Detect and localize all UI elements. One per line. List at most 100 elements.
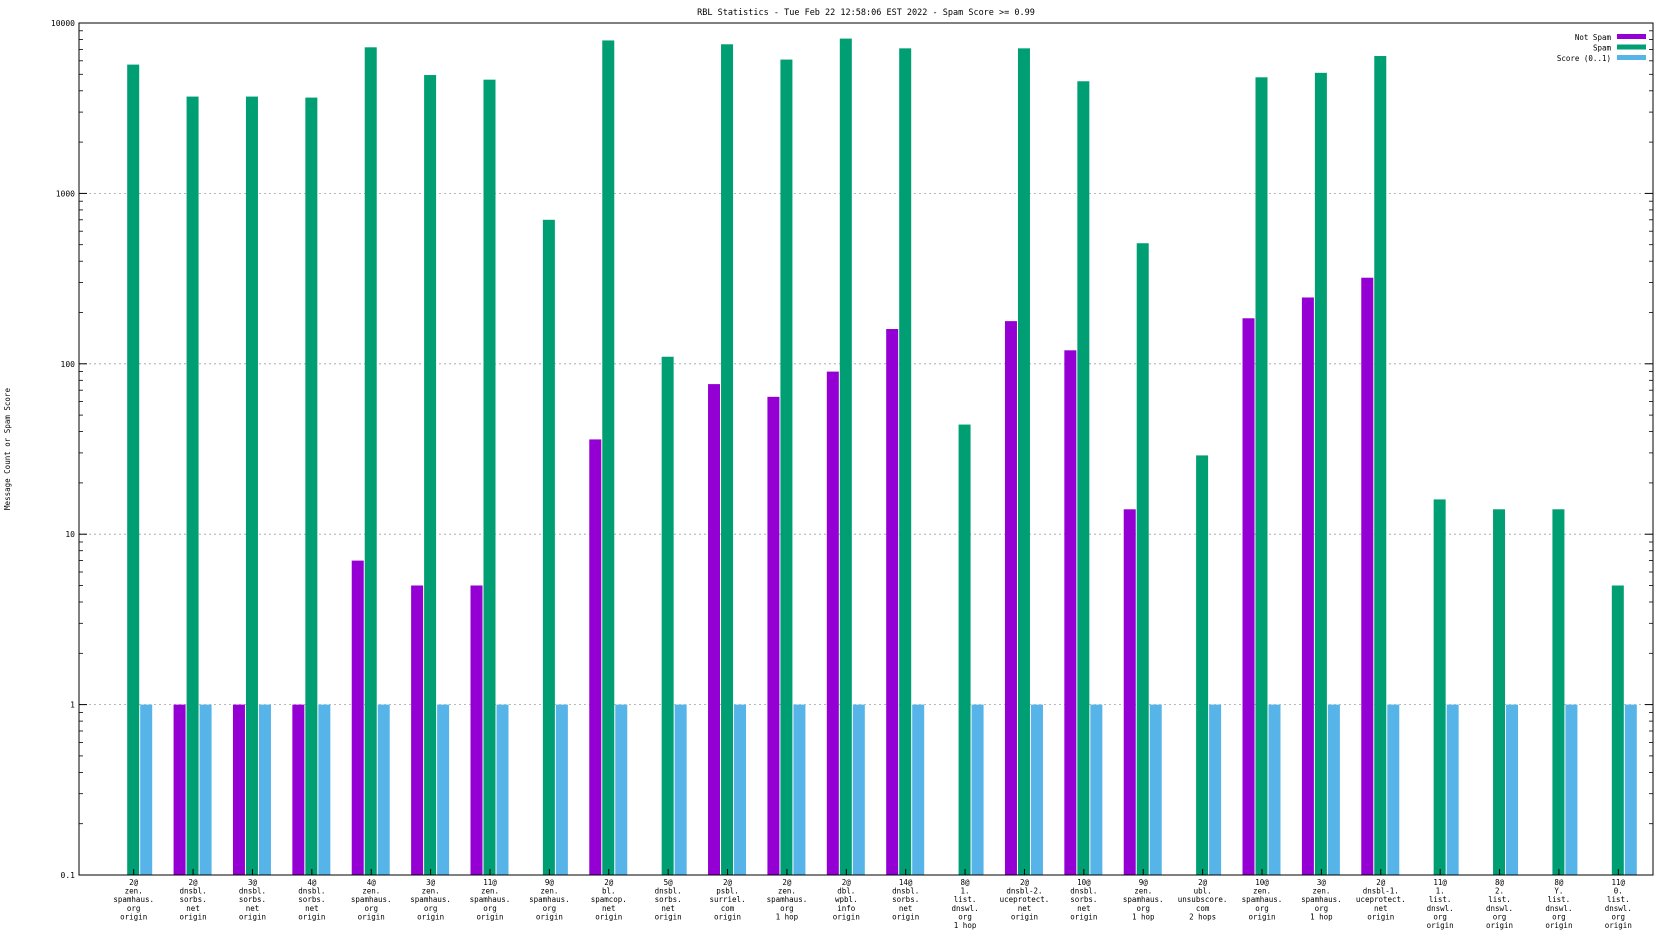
x-tick-label-line: 1 hop <box>776 912 799 921</box>
x-tick-label-line: unsubscore. <box>1178 895 1228 904</box>
bar-score-0-1 <box>1565 704 1578 875</box>
bar-spam <box>364 47 377 875</box>
bars-layer <box>127 38 1637 876</box>
bar-not-spam <box>411 585 424 875</box>
x-tick-label-line: org <box>1315 904 1329 913</box>
x-tick-label-line: origin <box>655 912 682 921</box>
x-tick-label-line: uceprotect. <box>1356 895 1406 904</box>
y-axis-label: Message Count or Spam Score <box>3 388 12 510</box>
x-tick-label-line: 10@ <box>1077 878 1091 887</box>
bar-score-0-1 <box>437 704 450 875</box>
bar-not-spam <box>1361 277 1374 876</box>
bar-score-0-1 <box>674 704 687 875</box>
x-tick-label-line: origin <box>1427 921 1454 930</box>
x-tick-label-line: 11@ <box>483 878 497 887</box>
bar-spam <box>483 79 496 875</box>
bar-spam <box>1255 77 1268 876</box>
bar-score-0-1 <box>258 704 271 875</box>
bar-spam <box>1433 499 1446 875</box>
x-tick-label-line: net <box>305 904 319 913</box>
x-tick-label-line: list. <box>1429 895 1452 904</box>
x-tick-label-line: com <box>1196 904 1210 913</box>
x-tick-label-line: origin <box>1605 921 1632 930</box>
x-tick-label-line: org <box>364 904 378 913</box>
x-tick-label-line: zen. <box>540 887 558 896</box>
x-tick-label-line: 8@ <box>961 878 971 887</box>
x-tick-label-line: org <box>543 904 557 913</box>
x-tick-label-line: zen. <box>1253 887 1271 896</box>
x-tick-label-line: sorbs. <box>298 895 325 904</box>
legend-label: Score (0..1) <box>1557 54 1611 63</box>
x-tick-label-line: org <box>127 904 141 913</box>
x-tick-label-line: 3@ <box>426 878 436 887</box>
x-tick-label-line: dnswl. <box>952 904 979 913</box>
legend-label: Spam <box>1593 44 1612 53</box>
x-tick-label-line: bl. <box>602 887 616 896</box>
x-tick-label-line: spamhaus. <box>410 895 451 904</box>
bar-not-spam <box>589 439 602 875</box>
x-tick-label-line: 2@ <box>1376 878 1386 887</box>
bar-not-spam <box>826 371 839 875</box>
x-tick-label-line: org <box>958 912 972 921</box>
bar-spam <box>542 219 555 875</box>
x-tick-label-line: 1. <box>961 887 970 896</box>
axis-layer: 0.11101001000100002@zen.spamhaus.orgorig… <box>51 19 1653 930</box>
x-tick-label-line: dnsbl. <box>239 887 266 896</box>
x-tick-label-line: sorbs. <box>892 895 919 904</box>
x-tick-label-line: 1 hop <box>954 921 977 930</box>
x-tick-label-line: origin <box>1486 921 1513 930</box>
x-tick-label-line: list. <box>1607 895 1630 904</box>
bar-score-0-1 <box>615 704 628 875</box>
x-tick-label-line: origin <box>1011 912 1038 921</box>
x-tick-label-line: net <box>1077 904 1091 913</box>
x-tick-label-line: net <box>246 904 260 913</box>
x-tick-label-line: zen. <box>422 887 440 896</box>
bar-not-spam <box>886 329 899 875</box>
x-tick-label-line: 1 hop <box>1132 912 1155 921</box>
bar-score-0-1 <box>555 704 568 875</box>
bar-not-spam <box>708 384 721 875</box>
x-tick-label-line: origin <box>120 912 147 921</box>
x-tick-label-line: org <box>1612 912 1626 921</box>
chart-title: RBL Statistics - Tue Feb 22 12:58:06 EST… <box>697 8 1035 18</box>
x-tick-label-line: spamhaus. <box>529 895 570 904</box>
bar-not-spam <box>292 704 305 875</box>
x-tick-label-line: list. <box>1548 895 1571 904</box>
bar-score-0-1 <box>377 704 390 875</box>
x-tick-label-line: dnsbl. <box>892 887 919 896</box>
bar-not-spam <box>173 704 186 875</box>
x-tick-label-line: wpbl. <box>835 895 858 904</box>
x-tick-label-line: origin <box>180 912 207 921</box>
x-tick-label-line: spamhaus. <box>1242 895 1283 904</box>
bar-not-spam <box>1242 318 1255 875</box>
x-tick-label-line: 5@ <box>664 878 674 887</box>
bar-score-0-1 <box>1624 704 1637 875</box>
bar-spam <box>602 40 615 876</box>
bar-score-0-1 <box>971 704 984 875</box>
legend-swatch <box>1617 44 1646 50</box>
x-tick-label-line: spamhaus. <box>351 895 392 904</box>
bar-score-0-1 <box>1030 704 1043 875</box>
x-tick-label-line: org <box>424 904 438 913</box>
bar-spam <box>839 38 852 875</box>
x-tick-label-line: zen. <box>362 887 380 896</box>
x-tick-label-line: 2@ <box>189 878 199 887</box>
x-tick-label-line: org <box>780 904 794 913</box>
y-tick-label: 10000 <box>51 19 75 28</box>
x-tick-label-line: 4@ <box>307 878 317 887</box>
bar-not-spam <box>1123 509 1136 875</box>
y-tick-label: 100 <box>61 360 76 369</box>
x-tick-label-line: 11@ <box>1433 878 1447 887</box>
